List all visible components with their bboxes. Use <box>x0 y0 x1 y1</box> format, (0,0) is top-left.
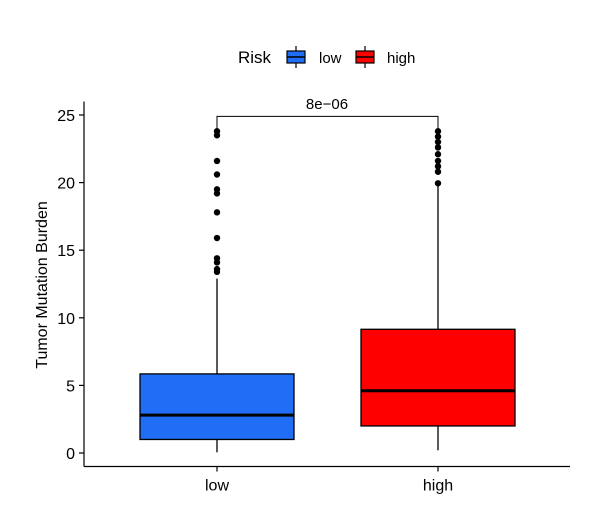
y-tick-label: 5 <box>66 378 75 395</box>
significance-bracket <box>216 115 439 129</box>
outlier-point <box>213 255 221 262</box>
legend-key-low <box>286 46 306 68</box>
y-tick-label: 10 <box>57 311 75 328</box>
significance-annotation: 8e−06 <box>216 96 439 129</box>
outlier-point <box>213 209 221 216</box>
x-tick-label-low: low <box>205 478 229 495</box>
outlier-point <box>434 168 442 175</box>
outlier-point <box>213 128 221 135</box>
box-high <box>360 128 516 451</box>
x-tick-label-high: high <box>423 478 453 495</box>
outlier-point <box>434 138 442 146</box>
outlier-point <box>434 163 442 170</box>
y-tick-label: 15 <box>57 243 75 260</box>
outlier-point <box>434 180 442 187</box>
outlier-point <box>434 133 442 140</box>
outlier-point <box>434 157 442 165</box>
box-low <box>139 128 295 453</box>
y-tick-label: 0 <box>66 446 75 463</box>
outlier-point <box>213 157 221 165</box>
outlier-point <box>213 186 221 193</box>
p-value-label: 8e−06 <box>306 96 348 113</box>
legend-label-low: low <box>319 50 342 67</box>
outlier-point <box>213 265 221 273</box>
legend-title: Risk <box>238 48 272 67</box>
outlier-point <box>213 171 221 178</box>
outlier-point <box>434 144 442 151</box>
y-tick-label: 25 <box>57 108 75 125</box>
outlier-point <box>434 151 442 158</box>
legend-label-high: high <box>387 50 415 67</box>
y-axis-title: Tumor Mutation Burden <box>34 201 51 368</box>
boxes <box>139 128 516 453</box>
box-iqr <box>360 328 516 427</box>
outlier-point <box>434 128 442 135</box>
y-axis: 0 5 10 15 20 25 <box>57 101 85 467</box>
y-tick-label: 20 <box>57 176 75 193</box>
x-axis: low high <box>84 465 570 495</box>
legend-key-high <box>355 46 375 68</box>
box-iqr <box>139 373 295 441</box>
outlier-point <box>213 234 221 242</box>
legend: Risk low high <box>238 46 415 68</box>
